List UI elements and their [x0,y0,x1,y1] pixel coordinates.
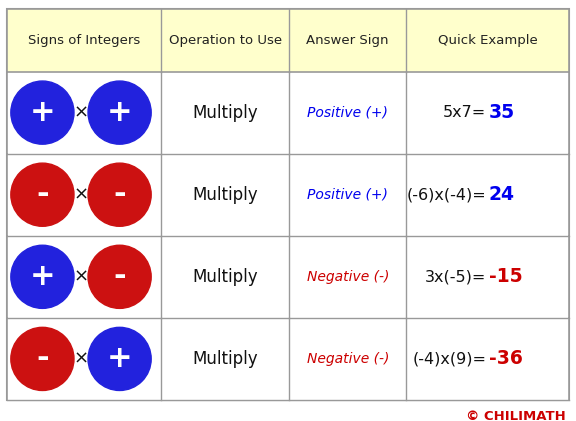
Ellipse shape [88,81,151,144]
Text: -: - [36,344,49,373]
FancyBboxPatch shape [7,72,569,154]
FancyBboxPatch shape [7,9,569,400]
Ellipse shape [88,163,151,226]
Ellipse shape [11,245,74,309]
Ellipse shape [88,245,151,309]
Text: -: - [36,180,49,209]
Text: 3x(-5)=: 3x(-5)= [425,269,486,284]
Ellipse shape [11,163,74,226]
Text: +: + [107,98,132,127]
Text: Negative (-): Negative (-) [306,352,389,366]
Text: Multiply: Multiply [192,268,258,286]
Text: ×: × [74,268,89,286]
Text: -: - [113,180,126,209]
FancyBboxPatch shape [7,318,569,400]
Text: (-6)x(-4)=: (-6)x(-4)= [407,187,486,202]
Text: -36: -36 [488,349,522,368]
FancyBboxPatch shape [7,236,569,318]
Text: Quick Example: Quick Example [438,34,537,47]
Ellipse shape [11,81,74,144]
Ellipse shape [88,328,151,391]
Text: ×: × [74,104,89,122]
Text: Positive (+): Positive (+) [307,188,388,202]
Text: Multiply: Multiply [192,350,258,368]
Text: (-4)x(9)=: (-4)x(9)= [412,352,486,366]
Text: +: + [107,344,132,373]
Ellipse shape [11,328,74,391]
Text: 24: 24 [488,185,515,204]
Text: -15: -15 [488,267,522,286]
Text: -: - [113,262,126,291]
Text: ×: × [74,350,89,368]
Text: Positive (+): Positive (+) [307,106,388,120]
Text: Operation to Use: Operation to Use [169,34,282,47]
Text: Multiply: Multiply [192,104,258,122]
FancyBboxPatch shape [7,9,569,72]
Text: Answer Sign: Answer Sign [306,34,389,47]
Text: ×: × [74,186,89,204]
Text: 35: 35 [488,103,515,122]
Text: +: + [29,98,55,127]
Text: Multiply: Multiply [192,186,258,204]
Text: © CHILIMATH: © CHILIMATH [467,410,566,421]
Text: +: + [29,262,55,291]
Text: 5x7=: 5x7= [443,105,486,120]
Text: Signs of Integers: Signs of Integers [28,34,140,47]
FancyBboxPatch shape [7,154,569,236]
Text: Negative (-): Negative (-) [306,270,389,284]
